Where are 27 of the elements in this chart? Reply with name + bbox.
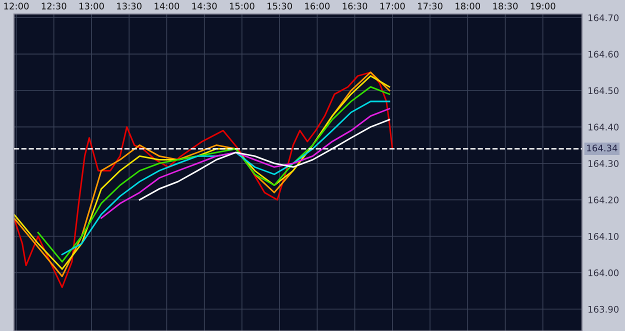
x-tick-label: 12:00	[4, 2, 29, 10]
line-series	[100, 108, 390, 219]
y-tick-label: 164.30	[588, 160, 619, 167]
x-tick-label: 17:00	[380, 2, 405, 10]
x-tick-label: 12:30	[42, 2, 66, 10]
y-tick-label: 164.50	[588, 87, 619, 94]
x-tick-label: 15:30	[268, 2, 292, 10]
y-tick-label: 164.00	[588, 269, 619, 276]
x-tick-label: 15:00	[230, 2, 254, 10]
ref-line-label: 164.34	[587, 144, 618, 152]
y-tick-label: 164.20	[588, 196, 619, 204]
y-tick-label: 164.10	[588, 232, 619, 240]
x-tick-label: 13:30	[117, 2, 142, 10]
y-tick-label: 164.60	[588, 50, 619, 58]
x-tick-label: 13:00	[79, 2, 104, 10]
x-tick-label: 16:00	[305, 2, 330, 10]
x-tick-label: 18:00	[456, 2, 480, 10]
x-tick-label: 16:30	[342, 2, 368, 10]
y-tick-label: 163.90	[588, 306, 619, 313]
x-tick-label: 19:00	[530, 2, 556, 10]
x-tick-label: 14:30	[192, 2, 217, 10]
y-tick-label: 164.70	[588, 14, 619, 22]
line-series	[61, 100, 390, 256]
y-tick-label: 164.40	[588, 124, 619, 131]
x-tick-label: 14:00	[154, 2, 180, 10]
x-tick-label: 18:30	[493, 2, 518, 10]
x-tick-label: 17:30	[418, 2, 442, 10]
